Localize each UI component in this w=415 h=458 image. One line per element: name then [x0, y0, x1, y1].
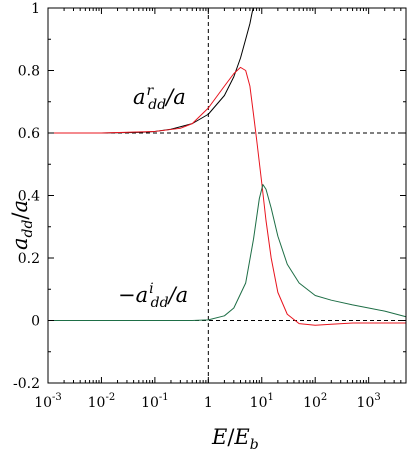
x-tick-label: 10-3	[34, 392, 62, 411]
axis-ticks: 10-3 10-2 10-1 1 101 102 103 -0.2 0 0.2 0.4 0.6 0.8 1	[13, 1, 406, 411]
plot-frame	[47, 7, 407, 384]
x-tick-label: 1	[204, 395, 213, 411]
x-tick-label: 102	[303, 392, 327, 411]
y-tick-label: 1	[31, 1, 40, 17]
x-tick-label: 103	[357, 392, 381, 411]
y-tick-label: 0	[31, 314, 40, 330]
plot-area	[48, 8, 406, 383]
series-lines	[48, 7, 407, 326]
x-tick-label: 10-1	[141, 392, 169, 411]
y-tick-label: 0.8	[18, 64, 40, 80]
y-tick-label: -0.2	[13, 376, 40, 392]
y-axis-label: add/a	[8, 200, 36, 250]
y-tick-label: 0.6	[18, 126, 40, 142]
x-tick-label: 101	[250, 392, 274, 411]
annotation-imag-part: −ai dd/a	[118, 281, 188, 311]
x-axis-label: E/Eb	[211, 425, 259, 453]
y-tick-label: 0.2	[18, 251, 40, 267]
x-tick-label: 10-2	[88, 392, 116, 411]
series-line-3	[48, 184, 407, 321]
series-line-2	[48, 66, 406, 326]
y-tick-label: 0.4	[18, 189, 40, 205]
